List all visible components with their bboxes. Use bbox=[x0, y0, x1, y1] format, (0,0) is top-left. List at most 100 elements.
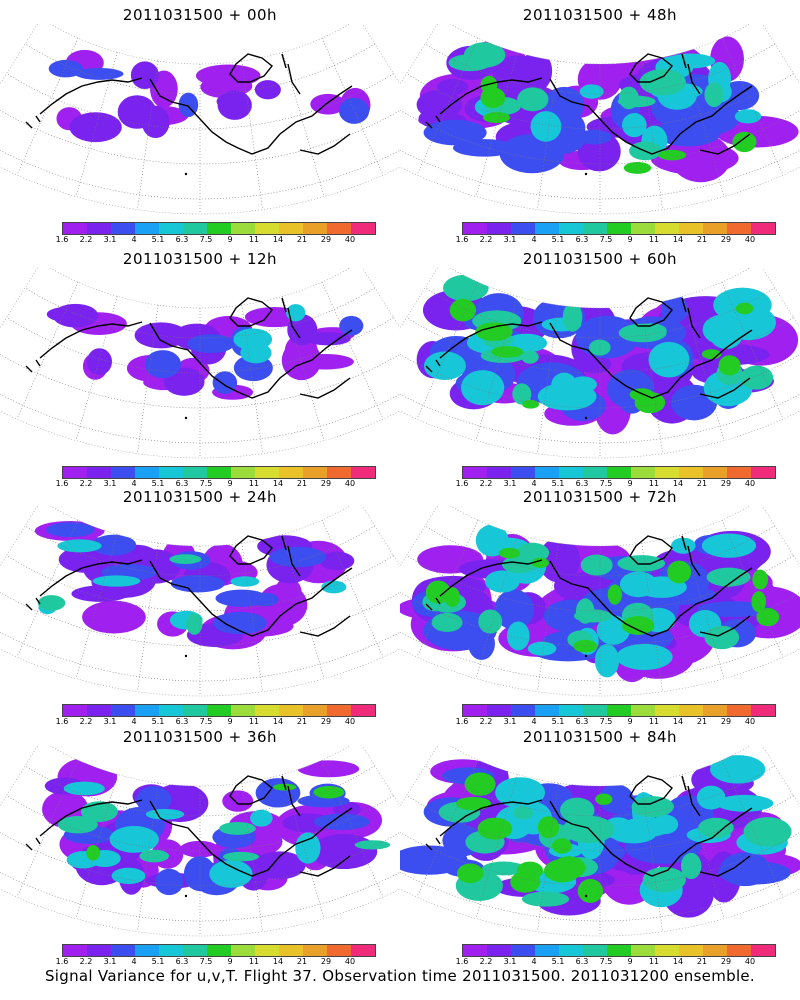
variance-contour bbox=[255, 778, 301, 808]
colorbar-swatch bbox=[159, 467, 183, 478]
longitude-line bbox=[241, 783, 263, 932]
latitude-line bbox=[400, 110, 800, 165]
variance-contour bbox=[510, 871, 541, 893]
variance-contour bbox=[576, 129, 612, 145]
colorbar-tick-label: 29 bbox=[320, 717, 332, 726]
latitude-line bbox=[424, 43, 776, 95]
colorbar-tick-label: 40 bbox=[744, 957, 756, 966]
variance-contour bbox=[313, 813, 370, 831]
latitude-line bbox=[406, 795, 794, 852]
variance-contour bbox=[495, 777, 545, 808]
colorbar-swatch bbox=[487, 223, 511, 234]
colorbar-swatch bbox=[487, 945, 511, 956]
coastline-asia bbox=[39, 77, 143, 115]
colorbar-swatch bbox=[511, 945, 535, 956]
colorbar-tick-label: 4 bbox=[531, 235, 537, 244]
coastline-hudson-bay bbox=[281, 297, 301, 339]
colorbar-tick-label: 1.6 bbox=[455, 957, 469, 966]
coastline-east-coast bbox=[699, 615, 751, 637]
variance-contour bbox=[86, 348, 113, 376]
variance-contour bbox=[573, 639, 598, 653]
colorbar-swatch bbox=[303, 223, 327, 234]
colorbar-tick-label: 2.2 bbox=[479, 235, 493, 244]
colorbar-swatch bbox=[751, 223, 775, 234]
latitude-line bbox=[0, 871, 400, 922]
colorbar-tick-label: 40 bbox=[744, 235, 756, 244]
coastline-japan bbox=[25, 115, 41, 129]
variance-contour bbox=[704, 625, 740, 650]
longitude-line bbox=[321, 37, 384, 176]
colorbar-tick-label: 4 bbox=[531, 479, 537, 488]
panel-24h: 2011031500 + 24h 1.6 2.2 3.1 4 5.1 6.3 7.5 9 11 1… bbox=[0, 482, 400, 726]
longitude-line bbox=[537, 61, 559, 210]
colorbar-swatch bbox=[583, 467, 607, 478]
coastline-north-america bbox=[549, 78, 753, 155]
variance-contour bbox=[579, 84, 604, 99]
variance-contour bbox=[477, 817, 513, 840]
variance-contour bbox=[551, 838, 572, 854]
colorbar-labels: 1.6 2.2 3.1 4 5.1 6.3 7.5 9 11 14 21 29 40 bbox=[48, 235, 378, 245]
colorbar-swatch bbox=[559, 223, 583, 234]
longitude-line bbox=[137, 783, 159, 932]
variance-contour bbox=[269, 546, 327, 568]
variance-contour bbox=[222, 790, 254, 812]
colorbar-swatch bbox=[279, 467, 303, 478]
colorbar-tick-label: 9 bbox=[227, 479, 233, 488]
colorbar-tick-label: 40 bbox=[344, 957, 356, 966]
map-boundary bbox=[0, 268, 400, 459]
map-plot bbox=[400, 24, 800, 215]
coastline-arctic-islands bbox=[229, 535, 273, 565]
colorbar-swatch bbox=[463, 467, 487, 478]
colorbar-swatch bbox=[255, 467, 279, 478]
colorbar-swatch bbox=[279, 705, 303, 716]
variance-contour bbox=[594, 644, 620, 678]
variance-contour bbox=[481, 861, 526, 876]
colorbar bbox=[62, 704, 376, 717]
colorbar-swatch bbox=[487, 705, 511, 716]
latitude-line bbox=[0, 832, 400, 887]
panel-60h: 2011031500 + 60h 1.6 2.2 3.1 4 5.1 6.3 7.5 9 11 1… bbox=[400, 244, 800, 488]
coastline-hudson-bay bbox=[281, 775, 301, 817]
variance-contour bbox=[499, 134, 565, 174]
variance-contour bbox=[667, 560, 692, 584]
colorbar-swatch bbox=[183, 945, 207, 956]
colorbar-swatch bbox=[183, 705, 207, 716]
panel-title: 2011031500 + 48h bbox=[522, 6, 678, 24]
colorbar-swatch bbox=[655, 945, 679, 956]
colorbar-tick-label: 3.1 bbox=[103, 717, 117, 726]
latitude-line bbox=[0, 631, 400, 682]
colorbar-tick-label: 40 bbox=[344, 717, 356, 726]
variance-contour bbox=[295, 832, 321, 864]
colorbar-tick-label: 1.6 bbox=[455, 479, 469, 488]
colorbar-tick-label: 21 bbox=[696, 717, 708, 726]
variance-contour bbox=[46, 522, 95, 538]
longitude-line bbox=[721, 281, 784, 420]
variance-contour bbox=[179, 840, 220, 858]
variance-contour bbox=[297, 760, 360, 778]
coastline-asia bbox=[39, 799, 143, 837]
variance-contour bbox=[577, 878, 604, 903]
variance-contour bbox=[449, 298, 477, 322]
colorbar-tick-label: 7.5 bbox=[199, 235, 213, 244]
coastline-hudson-bay bbox=[681, 775, 701, 817]
variance-contour bbox=[521, 350, 539, 364]
variance-contour bbox=[620, 817, 671, 838]
longitude-line bbox=[241, 305, 263, 454]
variance-contour bbox=[69, 112, 122, 143]
colorbar-swatch bbox=[679, 945, 703, 956]
colorbar-swatch bbox=[655, 223, 679, 234]
variance-contour bbox=[354, 840, 391, 850]
colorbar-tick-label: 5.1 bbox=[151, 235, 165, 244]
variance-contour bbox=[154, 868, 184, 896]
colorbar-swatch bbox=[463, 223, 487, 234]
variance-contour bbox=[63, 781, 105, 796]
colorbar-swatch bbox=[111, 223, 135, 234]
colorbar-tick-label: 3.1 bbox=[503, 717, 517, 726]
coastlines bbox=[25, 775, 353, 898]
shaded-field bbox=[400, 524, 800, 683]
shaded-field bbox=[46, 303, 364, 400]
colorbar-swatch bbox=[207, 467, 231, 478]
colorbar-swatch bbox=[583, 945, 607, 956]
colorbar-swatch bbox=[231, 467, 255, 478]
longitude-line bbox=[137, 61, 159, 210]
